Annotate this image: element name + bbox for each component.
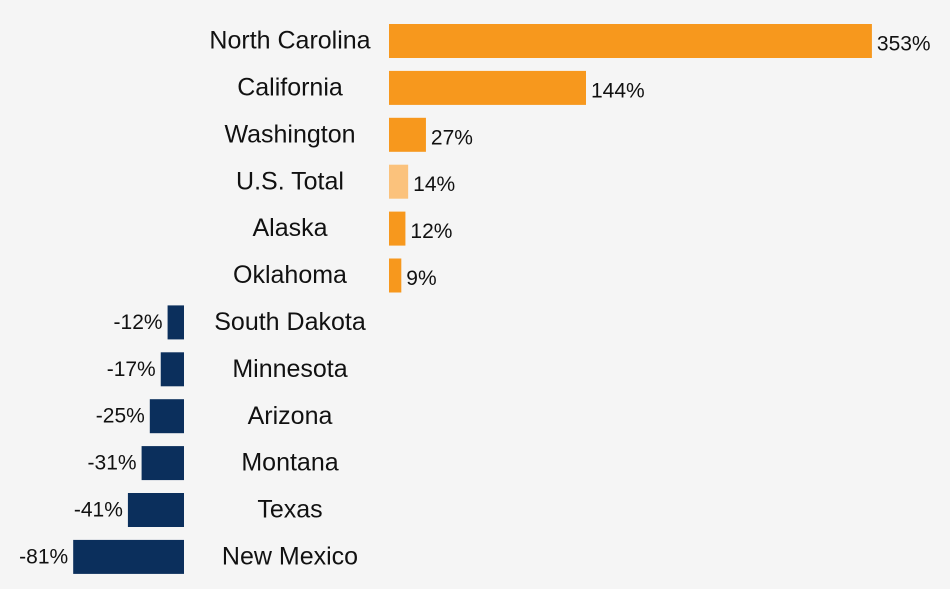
category-label: Texas bbox=[257, 496, 322, 524]
value-label: 9% bbox=[406, 267, 436, 290]
value-label: 12% bbox=[410, 220, 452, 243]
bar bbox=[389, 117, 426, 152]
value-label: 14% bbox=[413, 173, 455, 196]
bar bbox=[389, 164, 409, 199]
value-label: -81% bbox=[19, 545, 68, 568]
bar bbox=[389, 258, 402, 293]
bar bbox=[389, 24, 872, 58]
bar bbox=[149, 399, 184, 434]
bar bbox=[160, 352, 184, 387]
category-label: Alaska bbox=[252, 214, 327, 242]
category-label: South Dakota bbox=[214, 308, 366, 336]
bar bbox=[73, 539, 184, 574]
value-label: 353% bbox=[877, 33, 931, 56]
category-label: North Carolina bbox=[209, 27, 370, 55]
category-label: Oklahoma bbox=[233, 261, 347, 289]
category-label: California bbox=[237, 74, 343, 102]
bar bbox=[141, 446, 184, 481]
value-label: -31% bbox=[88, 452, 137, 475]
category-label: Washington bbox=[224, 120, 355, 148]
category-label: New Mexico bbox=[222, 543, 358, 571]
value-label: 27% bbox=[431, 126, 473, 149]
bar bbox=[389, 70, 586, 105]
value-label: -17% bbox=[107, 358, 156, 381]
category-label: U.S. Total bbox=[236, 167, 344, 195]
bar bbox=[389, 211, 406, 246]
value-label: 144% bbox=[591, 79, 645, 102]
bar bbox=[167, 305, 184, 340]
value-label: -25% bbox=[96, 405, 145, 428]
value-label: -12% bbox=[114, 311, 163, 334]
category-label: Montana bbox=[241, 449, 338, 477]
category-label: Arizona bbox=[248, 402, 333, 430]
bar bbox=[127, 493, 184, 527]
category-label: Minnesota bbox=[232, 355, 347, 383]
value-label: -41% bbox=[74, 499, 123, 522]
